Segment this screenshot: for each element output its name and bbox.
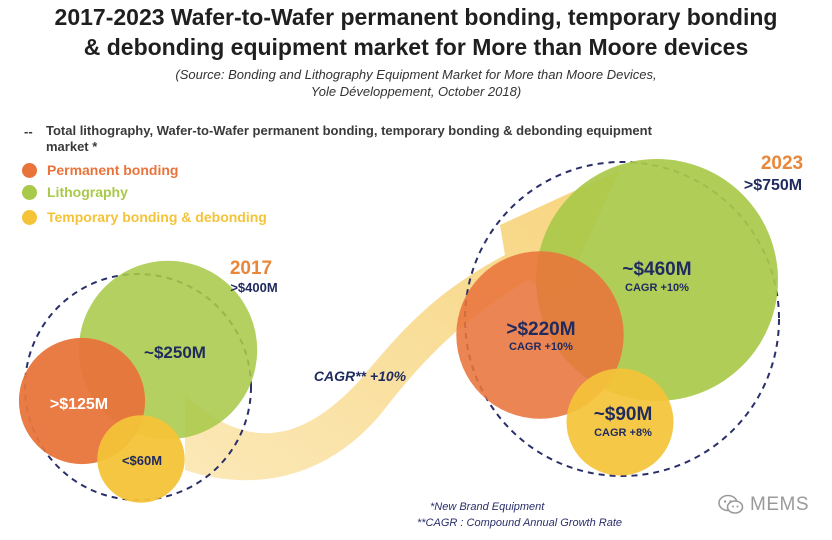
chart-title-line2: & debonding equipment market for More th… (83, 34, 749, 60)
value-label-2023-permanent-bonding: >$220M (506, 319, 575, 340)
total-label-2017: >$400M (230, 280, 277, 295)
legend-label-lithography: Lithography (47, 184, 128, 200)
watermark: MEMS (718, 494, 809, 516)
total-circle-2023 (464, 161, 780, 477)
growth-arrow (185, 170, 620, 481)
wechat-icon (718, 494, 744, 514)
footnote-new-brand: *New Brand Equipment (430, 501, 545, 513)
value-label-2017-lithography: ~$250M (144, 343, 206, 362)
bubble-2023-temporary-bonding (566, 368, 674, 476)
legend-item-permanent-bonding: Permanent bonding (22, 160, 178, 180)
total-label-2023: >$750M (744, 177, 802, 194)
cagr-arrow-label: CAGR** +10% (314, 368, 407, 384)
legend-label-temporary-bonding: Temporary bonding & debonding (47, 209, 267, 225)
chart-title-line1: 2017-2023 Wafer-to-Wafer permanent bondi… (54, 4, 778, 30)
footnote-cagr: **CAGR : Compound Annual Growth Rate (417, 517, 623, 529)
watermark-text: MEMS (750, 494, 809, 515)
legend-dot-permanent-bonding (22, 162, 37, 178)
year-label-2023: 2023 (761, 153, 803, 174)
cagr-label-2023-temporary-bonding: CAGR +8% (594, 427, 652, 439)
year-label-2017: 2017 (230, 258, 272, 279)
legend-label-permanent-bonding: Permanent bonding (47, 162, 179, 178)
cagr-label-2023-lithography: CAGR +10% (625, 282, 689, 294)
value-label-2023-temporary-bonding: ~$90M (594, 404, 653, 425)
source-line2: Yole Développement, October 2018) (310, 84, 522, 99)
legend-dot-temporary-bonding (22, 209, 37, 225)
legend-item-temporary-bonding: Temporary bonding & debonding (22, 207, 267, 227)
value-label-2017-permanent-bonding: >$125M (50, 396, 108, 413)
value-label-2023-lithography: ~$460M (622, 259, 691, 280)
bubble-2017-temporary-bonding (97, 415, 185, 503)
legend-total-label: Total lithography, Wafer-to-Wafer perman… (46, 123, 652, 154)
value-label-2017-temporary-bonding: <$60M (122, 453, 162, 468)
source-line1: (Source: Bonding and Lithography Equipme… (175, 67, 657, 82)
legend-item-lithography: Lithography (22, 182, 128, 202)
legend-dash-marker: -- (24, 124, 33, 139)
cagr-label-2023-permanent-bonding: CAGR +10% (509, 341, 573, 353)
bubble-2023-permanent-bonding (456, 251, 624, 419)
legend-dot-lithography (22, 184, 37, 200)
